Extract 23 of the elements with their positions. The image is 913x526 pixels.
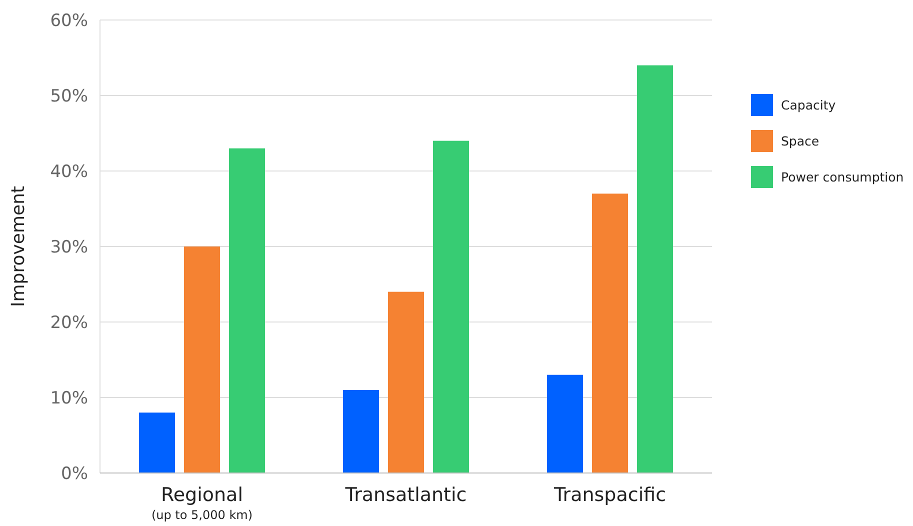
y-tick-label: 20% — [50, 312, 88, 333]
bar — [547, 374, 583, 473]
bar — [433, 140, 469, 473]
x-tick-label: Transpacific — [552, 484, 666, 506]
y-tick-label: 50% — [50, 86, 88, 106]
y-tick-label: 40% — [50, 162, 88, 182]
bar — [229, 148, 265, 473]
y-tick-label: 0% — [61, 464, 88, 484]
bar — [388, 292, 424, 473]
y-tick-label: 10% — [50, 388, 88, 408]
bar — [637, 65, 673, 473]
bar — [184, 246, 220, 473]
legend-label: Capacity — [781, 97, 836, 112]
bar — [592, 194, 628, 473]
y-axis-title: Improvement — [8, 186, 29, 308]
bar — [139, 412, 175, 473]
x-tick-label: Regional (up to 5,000 km) — [151, 484, 253, 522]
legend-label: Space — [781, 133, 820, 148]
y-tick-label: 60% — [50, 10, 88, 31]
legend-label: Power consumption — [781, 169, 904, 184]
y-tick-label: 30% — [50, 237, 88, 258]
x-tick-label: Transatlantic — [344, 484, 467, 506]
bar — [343, 390, 379, 473]
